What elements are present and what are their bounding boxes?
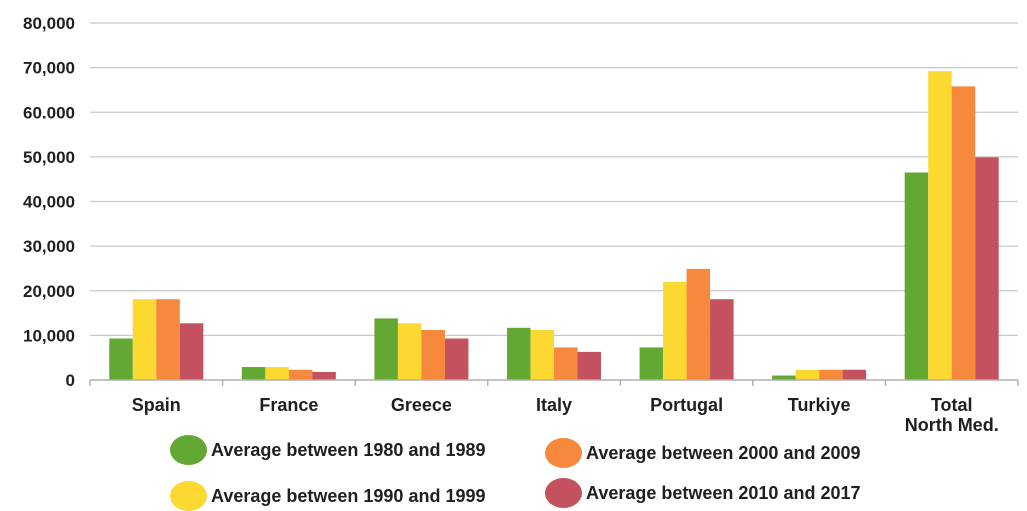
- x-category-label: Greece: [391, 395, 452, 415]
- bar: [663, 281, 687, 380]
- x-category-label: North Med.: [905, 415, 999, 435]
- bar: [686, 268, 711, 380]
- y-axis-tick-labels: 0 10,000 20,000 30,000 40,000 50,000 60.000 70,…: [23, 14, 75, 390]
- gridlines: [90, 22, 1018, 336]
- bar: [975, 157, 999, 380]
- x-category-label: Italy: [536, 395, 572, 415]
- y-tick-label: 10,000: [23, 326, 75, 345]
- y-tick-label: 40,000: [23, 193, 75, 212]
- y-tick-label: 50,000: [23, 148, 75, 167]
- bar: [421, 330, 445, 380]
- bar: [530, 330, 554, 380]
- bar: [795, 369, 820, 380]
- bar: [710, 299, 734, 380]
- bar: [928, 71, 952, 380]
- bar: [904, 172, 929, 380]
- x-axis-category-labels: Spain France Greece Italy Portugal Turkiye Tot…: [132, 395, 999, 435]
- bar: [507, 327, 531, 380]
- bar: [554, 347, 578, 380]
- bar: [819, 369, 843, 380]
- bar: [265, 367, 289, 380]
- bar: [179, 323, 204, 380]
- bar: [397, 323, 422, 380]
- x-axis: [89, 379, 1019, 386]
- bar: [288, 369, 313, 380]
- x-category-label: France: [259, 395, 318, 415]
- y-tick-label: 20,000: [23, 282, 75, 301]
- bar: [156, 299, 180, 380]
- bar: [842, 369, 867, 380]
- x-category-label: Turkiye: [788, 395, 851, 415]
- y-tick-label: 0: [66, 371, 75, 390]
- x-category-label: Total: [931, 395, 973, 415]
- x-category-label: Portugal: [650, 395, 723, 415]
- bar: [444, 338, 469, 380]
- bars: [109, 71, 999, 381]
- bar: [132, 299, 157, 380]
- bar: [109, 338, 133, 380]
- y-tick-label: 80,000: [23, 14, 75, 33]
- bar: [639, 347, 664, 380]
- bar: [951, 86, 976, 381]
- bar: [577, 351, 601, 380]
- y-tick-label: 30,000: [23, 237, 75, 256]
- bar: [772, 375, 796, 380]
- x-category-label: Spain: [132, 395, 181, 415]
- bar: [374, 318, 398, 380]
- y-tick-label: 60.000: [23, 103, 75, 122]
- bar: [241, 367, 266, 380]
- y-tick-label: 70,000: [23, 59, 75, 78]
- bar: [312, 371, 336, 380]
